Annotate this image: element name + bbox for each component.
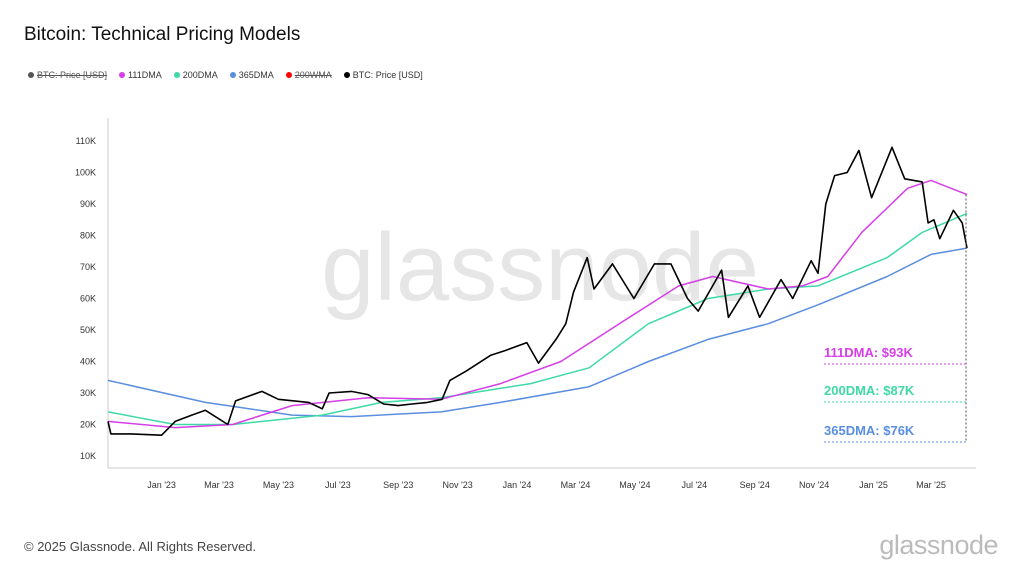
x-tick-label: May '24 (619, 480, 650, 490)
legend-dot (343, 72, 350, 78)
y-tick-label: 30K (80, 388, 96, 398)
legend-label: BTC: Price [USD] (37, 70, 108, 80)
y-tick-label: 80K (80, 231, 96, 241)
series-line-111dma (107, 179, 968, 429)
y-tick-label: 40K (80, 357, 96, 367)
legend-dot (285, 72, 292, 78)
y-tick-label: 20K (80, 420, 96, 430)
y-tick-label: 70K (80, 262, 96, 272)
legend-item-200dma[interactable]: 200DMA (173, 70, 218, 80)
legend-label: 200DMA (182, 70, 218, 80)
x-tick-label: Jan '24 (503, 480, 532, 490)
annotation-label: 365DMA: $76K (824, 423, 915, 438)
x-tick-label: Mar '23 (204, 480, 234, 490)
x-tick-label: Mar '25 (916, 480, 946, 490)
x-tick-label: Nov '23 (443, 480, 473, 490)
legend-dot (229, 72, 236, 78)
legend-dot (173, 72, 180, 78)
annotation-label: 111DMA: $93K (824, 345, 913, 360)
legend-item-price-disabled[interactable]: BTC: Price [USD] (28, 70, 107, 80)
x-tick-label: Mar '24 (561, 480, 591, 490)
series-line-365dma (107, 247, 968, 418)
legend-item-111dma[interactable]: 111DMA (119, 70, 162, 80)
glassnode-logo: glassnode (879, 530, 998, 560)
copyright: © 2025 Glassnode. All Rights Reserved. (24, 539, 257, 554)
legend-label: 200WMA (294, 70, 332, 80)
x-tick-label: Jul '24 (681, 480, 707, 490)
legend-label: BTC: Price [USD] (352, 70, 423, 80)
legend-item-365dma[interactable]: 365DMA (229, 70, 274, 80)
x-tick-label: Nov '24 (799, 480, 829, 490)
y-tick-label: 100K (75, 168, 96, 178)
y-tick-label: 60K (80, 294, 96, 304)
legend-dot (28, 72, 34, 78)
y-tick-label: 110K (76, 136, 96, 146)
x-tick-label: Jul '23 (325, 480, 351, 490)
x-tick-label: Jan '23 (147, 480, 176, 490)
chart-title: Bitcoin: Technical Pricing Models (24, 24, 301, 45)
annotation-label: 200DMA: $87K (824, 383, 915, 398)
x-tick-label: Sep '24 (740, 480, 770, 490)
y-tick-label: 10K (80, 451, 96, 461)
legend-item-price[interactable]: BTC: Price [USD] (343, 70, 423, 80)
x-tick-label: May '23 (263, 480, 294, 490)
x-tick-label: Jan '25 (859, 480, 888, 490)
series-line-btc-price-usd- (107, 146, 968, 436)
watermark: glassnode (321, 214, 759, 321)
series-line-200dma (107, 212, 968, 426)
y-tick-label: 50K (80, 325, 96, 335)
legend-label: 365DMA (238, 70, 274, 80)
legend-dot (119, 72, 126, 78)
x-tick-label: Sep '23 (383, 480, 413, 490)
legend: BTC: Price [USD] 111DMA 200DMA 365DMA 20… (28, 70, 423, 80)
y-tick-label: 90K (80, 199, 96, 209)
legend-label: 111DMA (128, 70, 162, 80)
legend-item-200wma[interactable]: 200WMA (285, 70, 332, 80)
